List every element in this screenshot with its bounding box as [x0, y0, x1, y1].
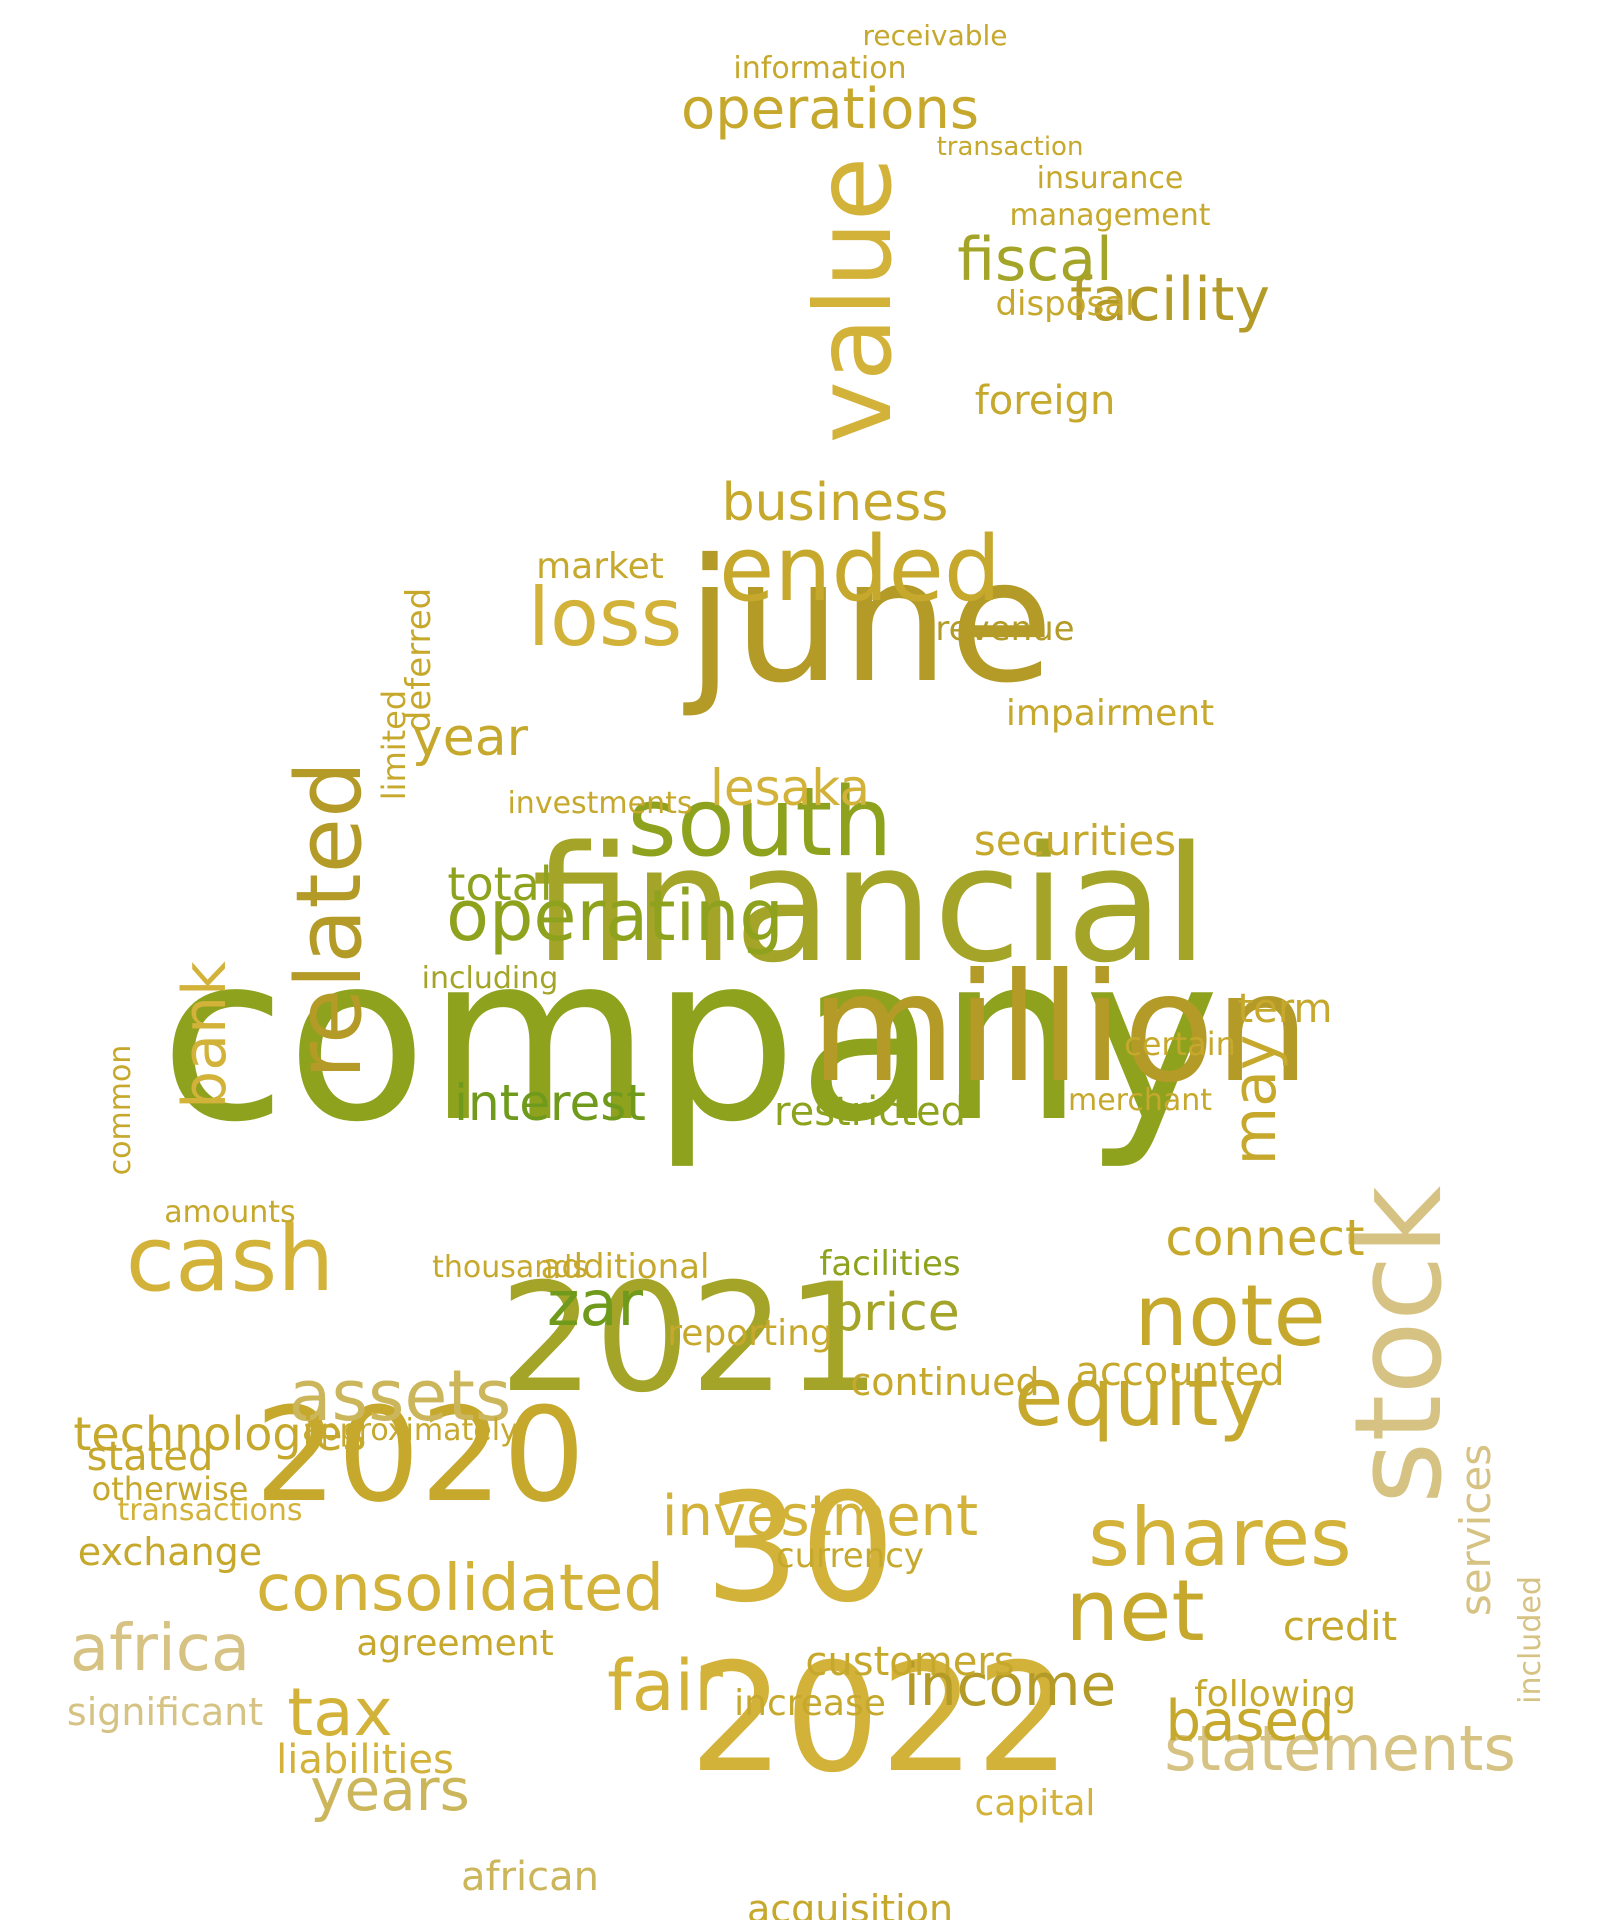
word-cloud-word: assets: [289, 1355, 512, 1437]
word-cloud-word: ended: [719, 517, 1001, 622]
word-cloud-word: reporting: [667, 1313, 833, 1354]
word-cloud-word: financial: [532, 811, 1209, 998]
word-cloud-word: deferred: [399, 588, 439, 733]
word-cloud-word: acquisition: [747, 1887, 953, 1920]
word-cloud-word: otherwise: [92, 1470, 249, 1508]
word-cloud-word: significant: [67, 1690, 263, 1734]
word-cloud-word: technologies: [73, 1407, 366, 1461]
word-cloud-word: accounted: [1075, 1349, 1284, 1395]
word-cloud-word: continued: [850, 1360, 1039, 1404]
word-cloud-word: related: [277, 761, 382, 1079]
word-cloud-word: shares: [1088, 1491, 1351, 1584]
word-cloud-word: tax: [287, 1674, 392, 1751]
word-cloud-word: exchange: [78, 1530, 262, 1574]
word-cloud-word: impairment: [1006, 693, 1214, 734]
word-cloud-word: customers: [805, 1639, 1014, 1685]
word-cloud-word: cash: [126, 1207, 335, 1312]
word-cloud-word: foreign: [975, 378, 1116, 424]
word-cloud-word: equity: [1014, 1351, 1266, 1444]
word-cloud-word: stock: [1330, 1185, 1469, 1504]
word-cloud-word: facilities: [819, 1244, 960, 1284]
word-cloud-word: transaction: [937, 132, 1084, 162]
word-cloud-word: note: [1134, 1267, 1326, 1366]
word-cloud-word: market: [536, 546, 664, 587]
word-cloud-word: liabilities: [276, 1737, 454, 1783]
word-cloud-word: investment: [662, 1484, 978, 1549]
word-cloud-word: including: [422, 961, 559, 996]
word-cloud-word: total: [447, 857, 552, 911]
word-cloud-word: additional: [541, 1247, 710, 1287]
word-cloud-word: stated: [87, 1434, 214, 1480]
word-cloud-word: operating: [446, 875, 784, 957]
word-cloud-word: certain: [1124, 1025, 1236, 1063]
word-cloud-word: 2020: [255, 1379, 586, 1531]
word-cloud-word: connect: [1165, 1209, 1364, 1267]
word-cloud-word: business: [722, 473, 949, 533]
word-cloud-word: fair: [607, 1645, 723, 1727]
word-cloud-word: common: [103, 1045, 138, 1176]
word-cloud-word: net: [1065, 1562, 1205, 1661]
word-cloud-word: revenue: [935, 609, 1074, 649]
word-cloud-word: bank: [170, 961, 240, 1109]
word-cloud-word: facility: [1070, 265, 1270, 335]
word-cloud-word: receivable: [862, 19, 1007, 52]
word-cloud-word: 2021: [499, 1252, 881, 1426]
word-cloud-word: price: [830, 1283, 959, 1343]
word-cloud-word: investments: [507, 786, 692, 821]
word-cloud-word: limited: [375, 690, 413, 800]
word-cloud-word: consolidated: [256, 1552, 664, 1626]
word-cloud-word: june: [682, 523, 1053, 721]
word-cloud-word: may: [1220, 1035, 1290, 1166]
word-cloud-word: included: [1513, 1576, 1548, 1704]
word-cloud-word: credit: [1283, 1604, 1397, 1650]
word-cloud-word: income: [904, 1651, 1116, 1719]
word-cloud-word: loss: [528, 571, 683, 664]
word-cloud-word: approximately: [302, 1413, 518, 1448]
word-cloud-word: years: [310, 1756, 470, 1824]
word-cloud-word: lesaka: [710, 759, 870, 817]
word-cloud-word: value: [793, 157, 915, 444]
word-cloud-word: insurance: [1037, 161, 1184, 196]
word-cloud-word: disposal: [995, 284, 1134, 324]
word-cloud-word: agreement: [356, 1623, 553, 1664]
word-cloud-word: following: [1194, 1674, 1356, 1715]
word-cloud-word: african: [461, 1854, 599, 1900]
word-cloud-word: increase: [734, 1683, 886, 1724]
word-cloud-word: thousands: [432, 1250, 588, 1285]
word-cloud-word: management: [1010, 198, 1211, 233]
word-cloud-word: operations: [681, 77, 979, 142]
word-cloud-word: statements: [1164, 1712, 1516, 1785]
word-cloud-word: merchant: [1068, 1083, 1212, 1118]
word-cloud-word: 30: [705, 1462, 896, 1636]
word-cloud-word: based: [1165, 1689, 1334, 1754]
word-cloud-word: currency: [776, 1536, 924, 1576]
word-cloud-word: capital: [975, 1783, 1096, 1824]
word-cloud-word: company: [160, 906, 1220, 1173]
word-cloud-word: fiscal: [957, 225, 1112, 295]
word-cloud-word: year: [412, 708, 529, 768]
word-cloud-word: information: [733, 51, 906, 86]
word-cloud-word: africa: [70, 1612, 250, 1686]
word-cloud-word: securities: [974, 816, 1176, 865]
word-cloud-word: interest: [454, 1074, 646, 1132]
word-cloud-word: 2022: [689, 1632, 1071, 1806]
word-cloud-word: million: [810, 942, 1310, 1116]
word-cloud-word: zar: [547, 1267, 644, 1340]
word-cloud-word: transactions: [117, 1493, 302, 1528]
word-cloud-word: term: [1238, 986, 1333, 1032]
word-cloud-word: south: [627, 768, 892, 878]
word-cloud-word: services: [1451, 1444, 1500, 1616]
word-cloud-word: restricted: [774, 1089, 966, 1135]
word-cloud-word: amounts: [164, 1195, 295, 1230]
